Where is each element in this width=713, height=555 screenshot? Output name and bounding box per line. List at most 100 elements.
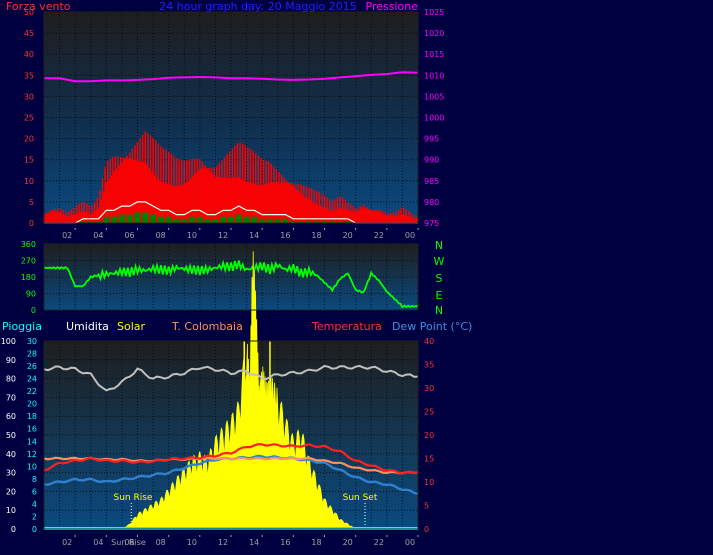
wind-ytick-20: 20 [24,135,34,144]
pressure-ytick-1000: 1000 [424,114,444,123]
dir-label-n-top: N [435,239,443,252]
wind-ytick-5: 5 [29,198,34,207]
temp-ytick-35: 35 [424,361,434,370]
rain-ytick-20: 20 [27,400,37,409]
wind-ytick-15: 15 [24,156,34,165]
humidity-ytick-90: 90 [6,356,16,365]
temp-ytick-0: 0 [424,525,429,534]
legend-solar: Solar [117,320,146,333]
wind-low-bar [103,216,110,223]
wind-xtick-22: 22 [374,231,384,240]
wind-low-bar [111,216,118,223]
wind-low-bar [259,218,266,223]
wind-xtick-02: 02 [62,231,72,240]
rain-ytick-10: 10 [27,462,37,471]
wind-low-bar [228,216,234,223]
wind-low-bar [298,220,305,223]
temp-xtick-14: 14 [249,538,259,547]
temp-xtick-02: 02 [62,538,72,547]
rain-ytick-22: 22 [27,387,37,396]
wind-axis-title: Forza vento [6,0,71,13]
temp-xtick-22: 22 [374,538,384,547]
wind-low-bar [204,218,211,223]
pressure-ytick-1020: 1020 [424,29,444,38]
pressure-ytick-1005: 1005 [424,92,444,101]
dir-label-n-bottom: N [435,304,443,317]
wind-low-bar [243,216,250,223]
temp-xtick-00: 00 [405,538,415,547]
pressure-ytick-975: 975 [424,219,439,228]
wind-low-bar [282,218,289,223]
wind-xtick-20: 20 [343,231,353,240]
rain-ytick-16: 16 [27,425,37,434]
pressure-ytick-1025: 1025 [424,8,444,17]
temp-ytick-30: 30 [424,384,434,393]
rain-ytick-14: 14 [27,437,37,446]
panel-border-0 [43,11,419,224]
humidity-ytick-80: 80 [6,375,16,384]
dir-label-w: W [434,255,445,268]
direction-ytick-360: 360 [21,240,36,249]
wind-low-bar [134,212,141,223]
temp-xtick-06: 06 [124,538,134,547]
pressure-ytick-1010: 1010 [424,71,444,80]
wind-low-bar [266,218,273,223]
humidity-ytick-70: 70 [6,393,16,402]
wind-low-bar [220,216,227,223]
wind-low-bar [251,216,258,223]
wind-low-bar [212,218,219,223]
wind-xtick-16: 16 [280,231,290,240]
wind-low-bar [165,216,172,223]
wind-ytick-35: 35 [24,71,34,80]
wind-ytick-50: 50 [24,8,34,17]
direction-ytick-0: 0 [31,306,36,315]
solar-area [44,251,418,530]
rain-ytick-26: 26 [27,362,37,371]
temp-xtick-20: 20 [343,538,353,547]
wind-xtick-00: 00 [405,231,415,240]
pressure-ytick-1015: 1015 [424,50,444,59]
wind-ytick-10: 10 [24,177,34,186]
wind-xtick-18: 18 [311,231,321,240]
wind-low-bar [290,220,297,223]
temperature-line [43,442,419,475]
temp-xtick-16: 16 [280,538,290,547]
wind-xtick-14: 14 [249,231,259,240]
wind-low-bar [305,220,312,223]
temp-xtick-sunrise: Sun Rise [111,538,146,547]
wind-low-bar [321,220,328,223]
wind-low-bar [274,218,281,223]
sun-set-label: Sun Set [343,493,378,503]
direction-line [43,259,419,309]
wind-low-bar [181,218,188,223]
legend-dewpoint: Dew Point (°C) [392,320,472,333]
humidity-ytick-20: 20 [6,487,16,496]
wind-low-bar [157,216,164,223]
temp-xtick-04: 04 [93,538,103,547]
wind-ytick-40: 40 [24,50,34,59]
pressure-ytick-995: 995 [424,135,439,144]
pressure-line [44,71,419,83]
rain-ytick-8: 8 [32,475,37,484]
rain-ytick-6: 6 [32,487,37,496]
wind-xtick-12: 12 [218,231,228,240]
wind-low-bar [189,216,196,223]
rain-ytick-30: 30 [27,337,37,346]
pressure-ytick-990: 990 [424,156,439,165]
humidity-ytick-30: 30 [6,469,16,478]
pressure-ytick-980: 980 [424,198,439,207]
rain-ytick-24: 24 [27,375,37,384]
wind-low-bar [337,220,344,223]
wind-low-bar [87,220,94,223]
humidity-line [43,364,418,392]
legend-temp-inside: T. Colombaia [171,320,243,333]
pressure-ytick-985: 985 [424,177,439,186]
wind-low-bar [313,220,320,223]
wind-low-bar [344,220,351,223]
temp-xtick-10: 10 [187,538,197,547]
temp-xtick-12: 12 [218,538,228,547]
legend-rain: Pioggia [2,320,42,333]
legend-humidity: Umidita [66,320,109,333]
temp-ytick-25: 25 [424,408,434,417]
